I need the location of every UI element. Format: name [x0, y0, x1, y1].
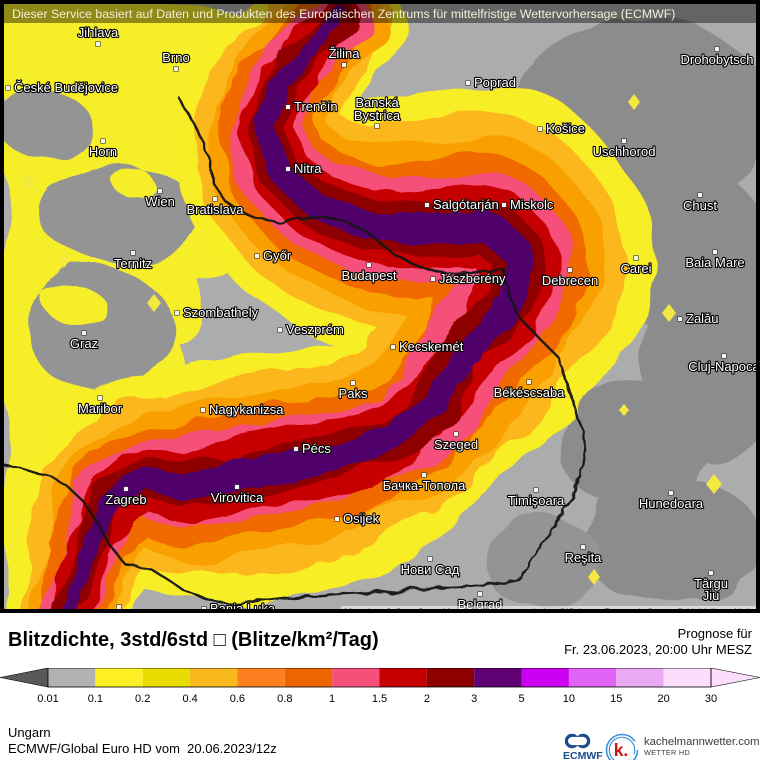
svg-text:2: 2	[424, 693, 430, 705]
svg-text:0.1: 0.1	[88, 693, 103, 705]
svg-text:Horn: Horn	[89, 144, 117, 159]
svg-text:k.: k.	[614, 740, 629, 760]
svg-text:Trenčín: Trenčín	[294, 99, 338, 114]
svg-text:Uschhorod: Uschhorod	[593, 144, 656, 159]
svg-text:Paks: Paks	[339, 386, 368, 401]
svg-text:Jihlava: Jihlava	[78, 25, 119, 40]
svg-text:1.5: 1.5	[372, 693, 387, 705]
svg-text:Timişoara: Timişoara	[508, 493, 565, 508]
svg-text:Veszprém: Veszprém	[286, 322, 344, 337]
svg-text:Bratislava: Bratislava	[186, 202, 244, 217]
svg-text:Нови Сад: Нови Сад	[401, 562, 460, 577]
svg-text:1: 1	[329, 693, 335, 705]
svg-text:Debrecen: Debrecen	[542, 273, 598, 288]
svg-text:Jászberény: Jászberény	[439, 271, 506, 286]
svg-text:30: 30	[705, 693, 717, 705]
svg-text:Chust: Chust	[683, 198, 717, 213]
svg-text:Bystrica: Bystrica	[354, 108, 401, 123]
svg-text:Miskolc: Miskolc	[510, 197, 554, 212]
svg-text:WETTER HD: WETTER HD	[644, 748, 690, 757]
svg-text:Osijek: Osijek	[343, 511, 380, 526]
svg-text:Győr: Győr	[263, 248, 292, 263]
svg-text:5: 5	[519, 693, 525, 705]
svg-text:Košice: Košice	[546, 121, 585, 136]
svg-text:Cluj-Napoca: Cluj-Napoca	[688, 359, 760, 374]
svg-text:Nagykanizsa: Nagykanizsa	[209, 402, 284, 417]
svg-text:Békéscsaba: Békéscsaba	[494, 385, 566, 400]
svg-text:Zagreb: Zagreb	[105, 492, 146, 507]
svg-text:Wien: Wien	[145, 194, 175, 209]
svg-text:0.8: 0.8	[277, 693, 292, 705]
svg-text:Hunedoara: Hunedoara	[639, 496, 704, 511]
svg-text:Maribor: Maribor	[78, 401, 123, 416]
svg-text:0.6: 0.6	[230, 693, 245, 705]
svg-text:Pécs: Pécs	[302, 441, 331, 456]
svg-text:Salgótarján: Salgótarján	[433, 197, 499, 212]
svg-text:Szeged: Szeged	[434, 437, 478, 452]
svg-text:Virovitica: Virovitica	[211, 490, 264, 505]
svg-text:Brno: Brno	[162, 50, 189, 65]
svg-text:Banja Luka: Banja Luka	[210, 601, 276, 613]
svg-text:15: 15	[610, 693, 622, 705]
svg-text:0.4: 0.4	[182, 693, 197, 705]
svg-text:Бачка-Тополa: Бачка-Тополa	[383, 478, 467, 493]
svg-text:10: 10	[563, 693, 575, 705]
svg-text:Belgrad: Belgrad	[458, 597, 503, 612]
svg-text:20: 20	[657, 693, 669, 705]
svg-text:3: 3	[471, 693, 477, 705]
svg-text:Ternitz: Ternitz	[114, 256, 152, 271]
svg-text:Baia Mare: Baia Mare	[685, 255, 744, 270]
svg-text:Zalău: Zalău	[686, 311, 719, 326]
svg-text:Carei: Carei	[620, 261, 651, 276]
svg-text:Graz: Graz	[70, 336, 98, 351]
svg-text:Kecskemét: Kecskemét	[399, 339, 464, 354]
svg-text:Jiu: Jiu	[703, 588, 720, 603]
svg-text:kachelmannwetter.com: kachelmannwetter.com	[644, 736, 760, 748]
svg-text:0.2: 0.2	[135, 693, 150, 705]
svg-text:Reşita: Reşita	[565, 550, 603, 565]
svg-text:České Budějovice: České Budějovice	[14, 80, 118, 95]
svg-text:Drohobytsch: Drohobytsch	[681, 52, 754, 67]
svg-text:Budapest: Budapest	[342, 268, 397, 283]
svg-text:Nitra: Nitra	[294, 161, 322, 176]
svg-text:0.01: 0.01	[37, 693, 58, 705]
svg-text:Žilina: Žilina	[328, 46, 360, 61]
svg-text:Dieser Service basiert auf Dat: Dieser Service basiert auf Daten und Pro…	[12, 7, 675, 21]
svg-text:Poprad: Poprad	[474, 75, 516, 90]
svg-text:Szombathely: Szombathely	[183, 305, 259, 320]
svg-text:ECMWF: ECMWF	[563, 750, 603, 760]
